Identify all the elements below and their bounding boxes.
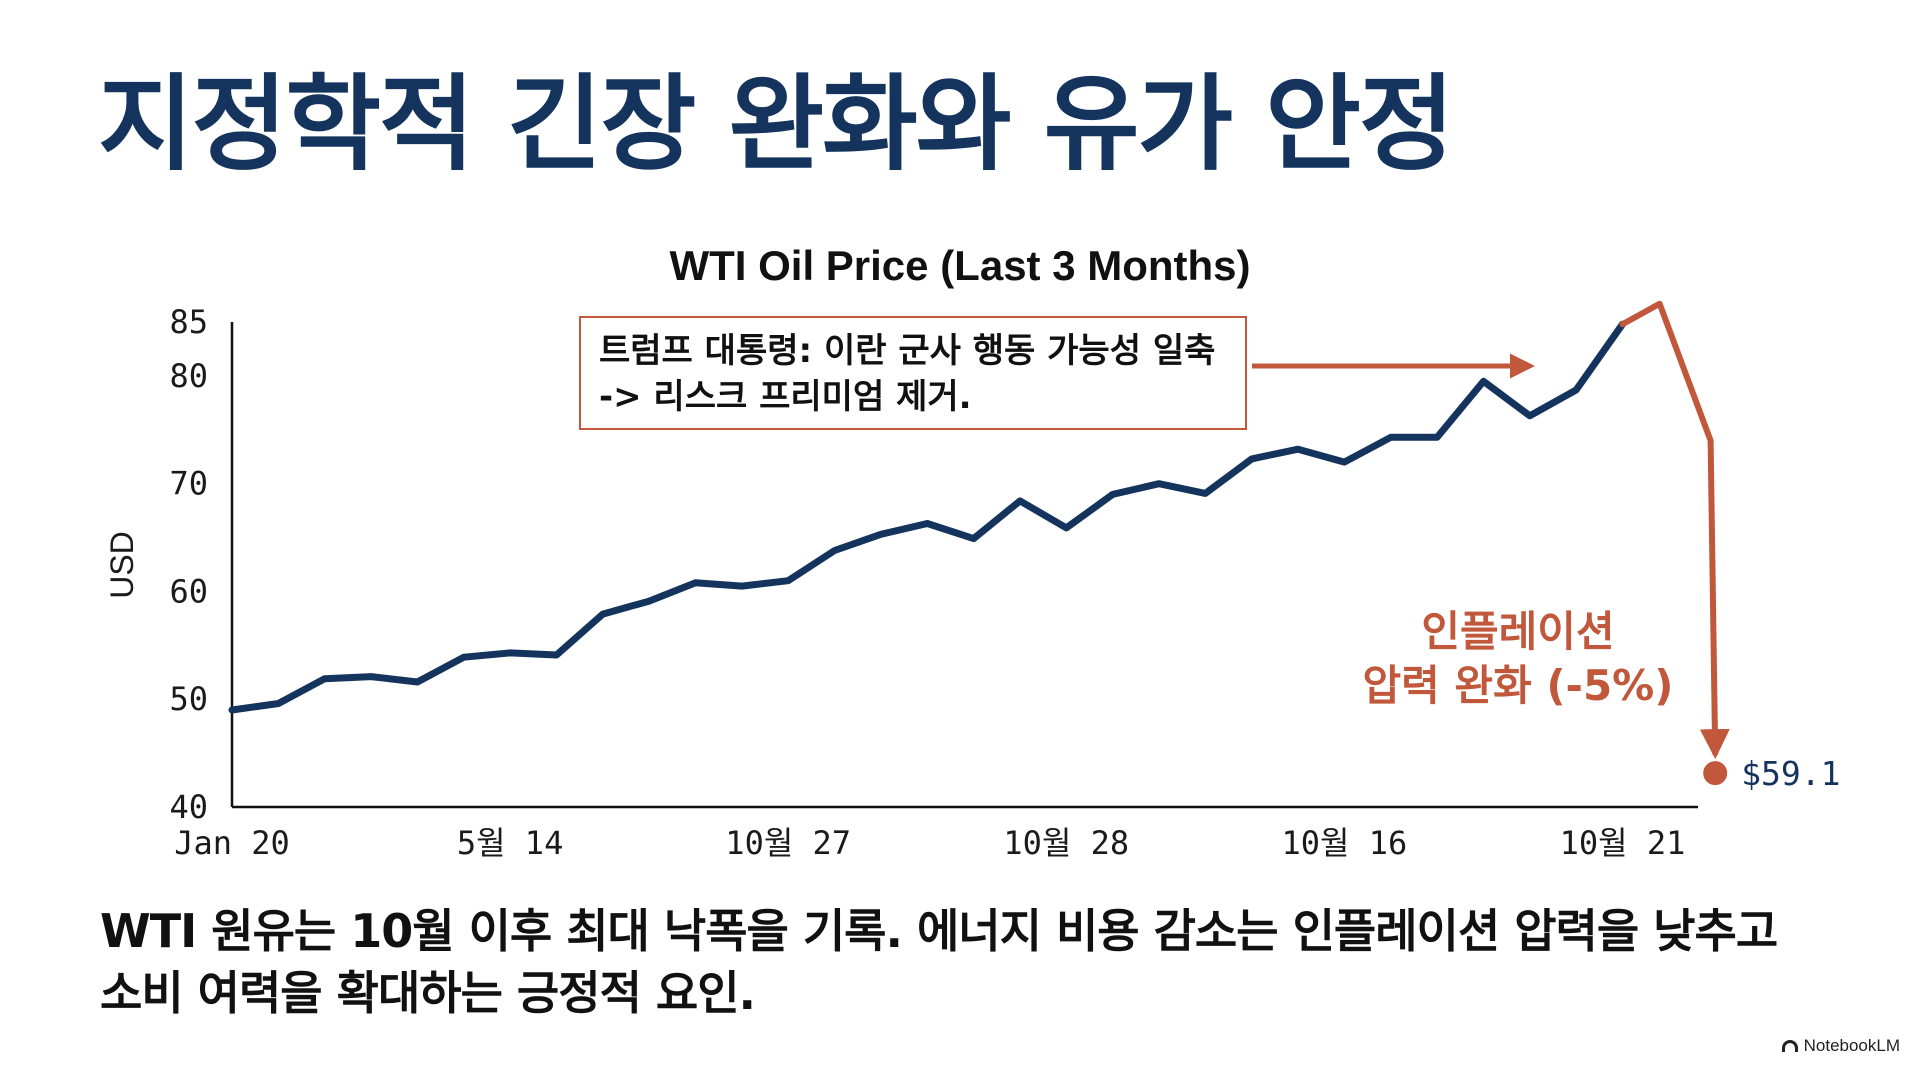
x-tick-label: 10월 28 [1003, 824, 1129, 862]
brand-label: NotebookLM [1803, 1036, 1900, 1055]
brand-footer: NotebookLM [1781, 1036, 1900, 1056]
y-tick-label: 40 [169, 788, 208, 826]
notebooklm-logo-icon [1781, 1040, 1798, 1052]
page-title: 지정학적 긴장 완화와 유가 안정 [98, 63, 1455, 185]
x-tick-labels: Jan 20 5월 14 10월 27 10월 28 10월 16 10월 21 [174, 824, 1685, 862]
end-value-label: $59.1 [1741, 754, 1840, 793]
y-tick-label: 85 [169, 303, 208, 341]
drop-annotation-line-2: 압력 완화 (-5%) [1363, 661, 1674, 710]
chart-title: WTI Oil Price (Last 3 Months) [669, 242, 1250, 289]
y-tick-label: 60 [169, 572, 208, 610]
y-tick-label: 50 [169, 680, 208, 718]
end-point-marker [1703, 761, 1728, 786]
x-tick-label: 5월 14 [457, 824, 564, 862]
y-tick-label: 80 [169, 357, 208, 395]
summary-line-2: 소비 여력을 확대하는 긍정적 요인. [100, 966, 756, 1020]
y-tick-label: 70 [169, 465, 208, 503]
summary-line-1: WTI 원유는 10월 이후 최대 낙폭을 기록. 에너지 비용 감소는 인플레… [100, 904, 1778, 958]
callout-box: 트럼프 대통령: 이란 군사 행동 가능성 일축 -> 리스크 프리미엄 제거. [579, 316, 1247, 430]
x-tick-label: 10월 27 [725, 824, 851, 862]
drop-annotation-line-1: 인플레이션 [1421, 607, 1614, 656]
price-drop-arrow [1619, 300, 1730, 760]
x-tick-label: 10월 21 [1560, 824, 1686, 862]
y-axis-label: USD [104, 531, 140, 599]
callout-line-1: 트럼프 대통령: 이란 군사 행동 가능성 일축 [599, 331, 1216, 371]
callout-line-2: -> 리스크 프리미엄 제거. [599, 377, 972, 417]
x-tick-label: Jan 20 [174, 824, 290, 862]
price-series-line [228, 320, 1626, 714]
summary-text: WTI 원유는 10월 이후 최대 낙폭을 기록. 에너지 비용 감소는 인플레… [100, 900, 1860, 1024]
y-tick-labels: 40 50 60 70 80 85 [169, 303, 208, 826]
x-tick-label: 10월 16 [1282, 824, 1408, 862]
